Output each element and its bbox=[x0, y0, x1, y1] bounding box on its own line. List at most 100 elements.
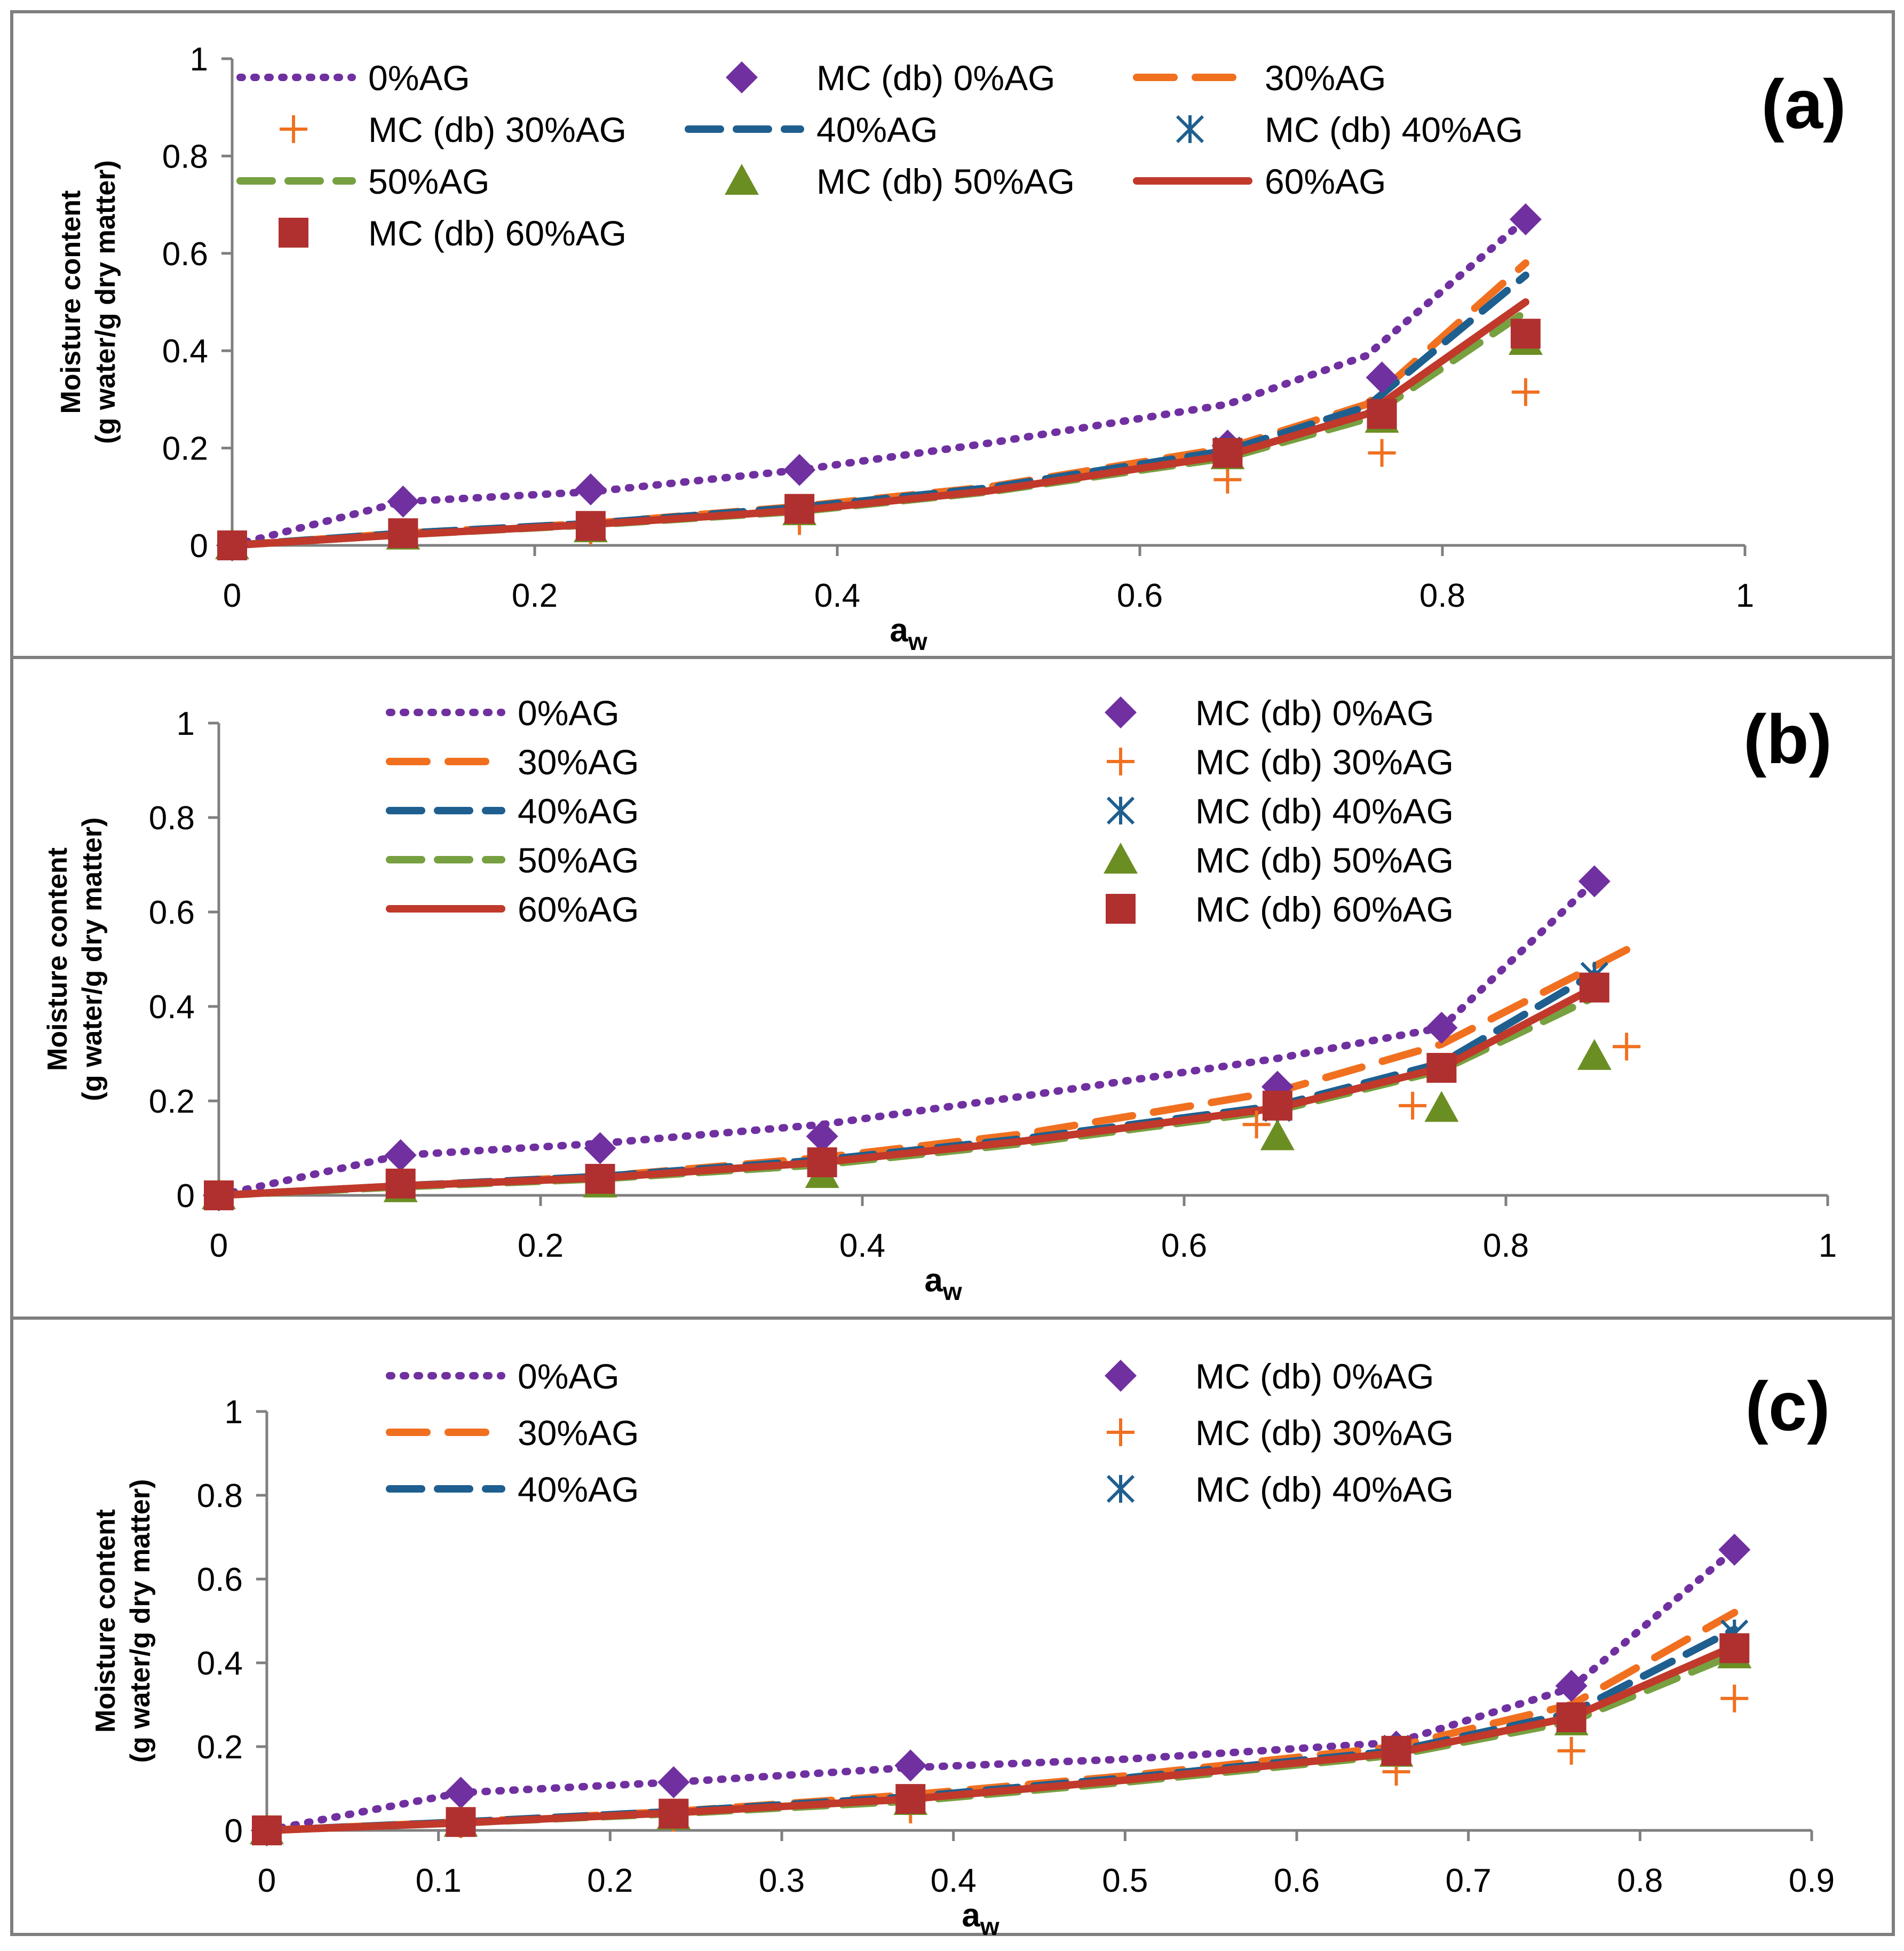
x-tick-label: 0.6 bbox=[1274, 1862, 1320, 1899]
legend-label: 0%AG bbox=[368, 58, 470, 98]
y-axis-title: Moisture content bbox=[42, 847, 73, 1071]
x-tick-label: 0.2 bbox=[512, 577, 558, 614]
data-point-mc0 bbox=[1718, 1534, 1751, 1566]
data-point-mc60 bbox=[784, 494, 815, 524]
data-point-mc30 bbox=[1242, 1111, 1271, 1139]
legend-item: 30%AG bbox=[1133, 58, 1386, 98]
legend: 0%AG MC (db) 0%AG 30%AG MC (db) 30%AG 40%AG M… bbox=[386, 693, 1454, 929]
data-point-mc60 bbox=[895, 1784, 926, 1814]
legend-label: 40%AG bbox=[518, 791, 639, 831]
panel-a: 0 0.2 0.4 0.6 0.8 1 0 0.2 0.4 0.6 0.8 1 aw Moisture c… bbox=[10, 10, 1895, 659]
y-tick-label: 0 bbox=[225, 1813, 243, 1850]
data-point-mc60 bbox=[1381, 1735, 1411, 1766]
x-tick-label: 0.8 bbox=[1419, 577, 1465, 614]
data-point-mc60 bbox=[252, 1815, 282, 1845]
legend-item: 40%AG bbox=[386, 791, 639, 831]
legend-marker bbox=[726, 61, 758, 93]
legend-marker bbox=[279, 218, 308, 248]
y-tick-label: 0.2 bbox=[149, 1083, 195, 1120]
panel-b: 0 0.2 0.4 0.6 0.8 1 0 0.2 0.4 0.6 0.8 1 aw Moisture c… bbox=[10, 656, 1895, 1320]
y-tick-label: 0 bbox=[177, 1178, 195, 1215]
data-point-mc30 bbox=[1213, 465, 1242, 494]
data-point-mc0 bbox=[584, 1132, 616, 1164]
data-point-mc0 bbox=[1555, 1670, 1588, 1702]
data-point-mc60 bbox=[1579, 972, 1609, 1003]
legend-item: 30%AG bbox=[386, 1413, 639, 1453]
data-point-mc60 bbox=[1426, 1053, 1457, 1083]
legend-label: 60%AG bbox=[1265, 162, 1386, 201]
legend-item: MC (db) 0%AG bbox=[726, 58, 1055, 98]
data-point-mc60 bbox=[446, 1807, 476, 1837]
legend-label: MC (db) 0%AG bbox=[1195, 693, 1434, 733]
legend-item: 60%AG bbox=[386, 890, 639, 929]
y-tick-label: 0.4 bbox=[162, 333, 208, 370]
legend-item: MC (db) 60%AG bbox=[279, 213, 626, 253]
y-axis-title: Moisture content bbox=[55, 191, 86, 414]
data-point-mc30 bbox=[1557, 1736, 1585, 1765]
data-point-mc0 bbox=[657, 1766, 690, 1798]
legend-label: MC (db) 50%AG bbox=[1195, 840, 1454, 880]
legend-label: 0%AG bbox=[518, 1357, 620, 1396]
legend-label: MC (db) 0%AG bbox=[816, 58, 1055, 98]
legend: 0%AG MC (db) 0%AG 30%AG MC (db) 30%AG 40%AG M… bbox=[236, 58, 1523, 253]
legend-item: 40%AG bbox=[685, 110, 938, 149]
legend-label: 50%AG bbox=[518, 840, 639, 880]
legend-label: MC (db) 30%AG bbox=[368, 110, 626, 149]
x-tick-label: 0.2 bbox=[518, 1227, 564, 1264]
legend-label: MC (db) 60%AG bbox=[368, 213, 626, 253]
legend-marker bbox=[280, 115, 307, 143]
data-point-mc60 bbox=[385, 1168, 416, 1199]
y-axis-title: Moisture content bbox=[90, 1509, 121, 1733]
series-line-0pct-AG bbox=[215, 877, 1598, 1199]
y-axis-title-units: (g water/g dry matter) bbox=[77, 818, 108, 1101]
y-tick-label: 0.6 bbox=[197, 1561, 243, 1598]
legend-item: 50%AG bbox=[236, 162, 489, 201]
legend-marker bbox=[1106, 894, 1136, 924]
panel-border bbox=[10, 1316, 1895, 1936]
legend-item: MC (db) 60%AG bbox=[1106, 890, 1454, 929]
y-axis-title-units: (g water/g dry matter) bbox=[125, 1479, 156, 1763]
panel-label: (b) bbox=[1743, 700, 1832, 778]
legend-marker bbox=[1106, 796, 1135, 825]
legend-item: MC (db) 30%AG bbox=[1107, 1413, 1454, 1453]
legend: 0%AG MC (db) 0%AG 30%AG MC (db) 30%AG 40%AG M… bbox=[386, 1357, 1454, 1509]
x-tick-label: 0.6 bbox=[1161, 1227, 1207, 1264]
x-tick-label: 0.8 bbox=[1483, 1227, 1529, 1264]
x-tick-label: 0 bbox=[223, 577, 241, 614]
data-point-mc60 bbox=[1367, 399, 1397, 429]
legend-marker bbox=[725, 164, 759, 195]
legend-marker bbox=[1107, 1418, 1135, 1446]
legend-label: 60%AG bbox=[518, 890, 639, 929]
data-point-mc60 bbox=[204, 1180, 234, 1210]
data-point-mc60 bbox=[217, 530, 247, 560]
legend-item: 0%AG bbox=[236, 58, 470, 98]
legend-marker bbox=[1107, 748, 1135, 775]
data-point-mc50 bbox=[1577, 1038, 1612, 1070]
legend-item: MC (db) 40%AG bbox=[1176, 110, 1523, 149]
legend-label: MC (db) 40%AG bbox=[1195, 1470, 1454, 1509]
legend-item: MC (db) 0%AG bbox=[1105, 1357, 1434, 1396]
x-tick-label: 0.4 bbox=[814, 577, 860, 614]
data-point-mc50 bbox=[1424, 1091, 1459, 1122]
x-tick-label: 0.4 bbox=[839, 1227, 885, 1264]
data-point-mc60 bbox=[1719, 1633, 1750, 1663]
legend-label: 50%AG bbox=[368, 162, 489, 201]
y-tick-label: 0.4 bbox=[149, 989, 195, 1026]
legend-label: 30%AG bbox=[518, 1413, 639, 1453]
data-point-mc60 bbox=[1212, 438, 1243, 468]
legend-label: MC (db) 40%AG bbox=[1265, 110, 1523, 149]
y-tick-label: 0.8 bbox=[149, 800, 195, 837]
y-tick-label: 0.8 bbox=[197, 1478, 243, 1514]
legend-item: 0%AG bbox=[386, 693, 620, 733]
x-tick-label: 0.6 bbox=[1117, 577, 1163, 614]
series-markers-mc60 bbox=[252, 1633, 1750, 1845]
y-tick-label: 0.2 bbox=[197, 1729, 243, 1766]
legend-label: MC (db) 50%AG bbox=[816, 162, 1075, 201]
data-point-mc60 bbox=[807, 1147, 837, 1178]
legend-item: 30%AG bbox=[386, 742, 639, 782]
legend-marker bbox=[1105, 696, 1137, 728]
legend-label: 30%AG bbox=[518, 742, 639, 782]
legend-item: MC (db) 30%AG bbox=[1107, 742, 1454, 782]
